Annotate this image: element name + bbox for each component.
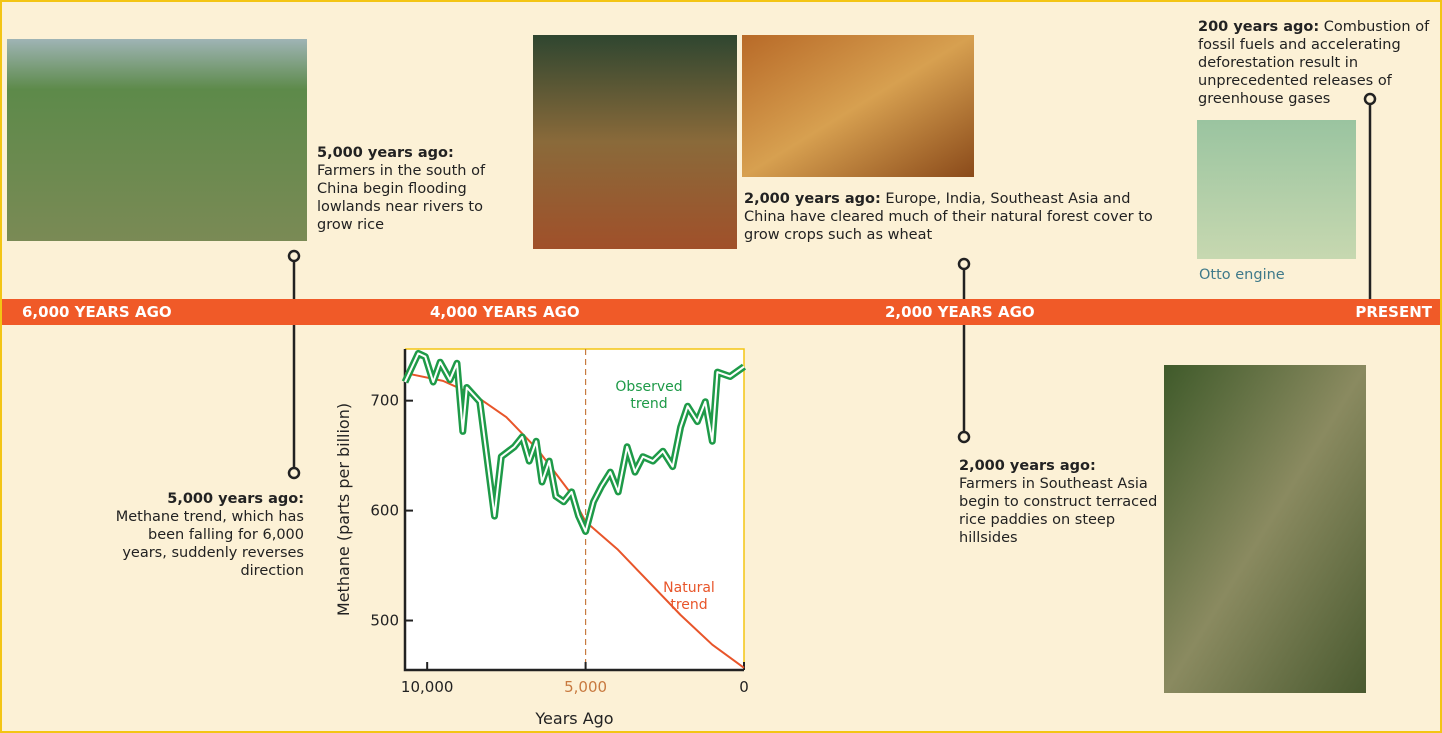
event-text: Europe, India, Southeast Asia and China … xyxy=(744,191,1153,243)
event: 5,000 years ago: Farmers in the south of … xyxy=(317,144,517,234)
band-label: 4,000 YEARS AGO xyxy=(430,303,580,321)
series-label: Observed trend xyxy=(615,379,683,412)
rice-field-photo xyxy=(7,39,307,241)
x-axis-label: Years Ago xyxy=(534,709,613,728)
event-heading: 5,000 years ago: xyxy=(167,491,304,507)
y-tick-label: 700 xyxy=(370,392,399,410)
terrace-photo xyxy=(1164,365,1366,693)
x-tick-label: 10,000 xyxy=(401,678,454,696)
connector-dot xyxy=(287,466,301,480)
engine-photo xyxy=(1197,120,1356,259)
band-label: PRESENT xyxy=(1355,303,1432,321)
band-label: 6,000 YEARS AGO xyxy=(22,303,172,321)
band-label: 2,000 YEARS AGO xyxy=(885,303,1035,321)
event-heading: 2,000 years ago: xyxy=(959,458,1096,474)
y-tick-label: 500 xyxy=(370,612,399,630)
y-axis-label: Methane (parts per billion) xyxy=(334,403,353,616)
plot-frame xyxy=(405,348,745,670)
event-text: Combustion of fossil fuels and accelerat… xyxy=(1198,19,1430,107)
event: 2,000 years ago: Farmers in Southeast Asi… xyxy=(959,457,1159,547)
event: 5,000 years ago: Methane trend, which has… xyxy=(102,490,304,580)
x-tick-label: 0 xyxy=(739,678,749,696)
event-text: Methane trend, which has been falling fo… xyxy=(115,509,304,579)
series-line-highlight xyxy=(404,352,745,533)
connectors xyxy=(287,92,1377,480)
series-label: Natural trend xyxy=(663,580,715,613)
axes xyxy=(403,349,744,672)
image-caption: Otto engine xyxy=(1199,267,1285,283)
connector-dot xyxy=(1363,92,1377,106)
event-heading: 2,000 years ago: xyxy=(744,191,881,207)
event-heading: 5,000 years ago: xyxy=(317,145,454,161)
event-text: Farmers in Southeast Asia begin to const… xyxy=(959,476,1158,546)
event: 2,000 years ago: Europe, India, Southeas… xyxy=(744,190,1164,244)
event-text: Farmers in the south of China begin floo… xyxy=(317,163,486,233)
y-tick-label: 600 xyxy=(370,502,399,520)
connector-dot xyxy=(287,249,301,263)
event: 200 years ago: Combustion of fossil fuel… xyxy=(1198,18,1440,108)
connector-dot xyxy=(957,257,971,271)
x-tick-label: 5,000 xyxy=(564,678,607,696)
event-heading: 200 years ago: xyxy=(1198,19,1320,35)
connector-dot xyxy=(957,430,971,444)
forest-photo xyxy=(533,35,737,249)
wheat-photo xyxy=(742,35,974,177)
timeline-band xyxy=(2,299,1440,325)
